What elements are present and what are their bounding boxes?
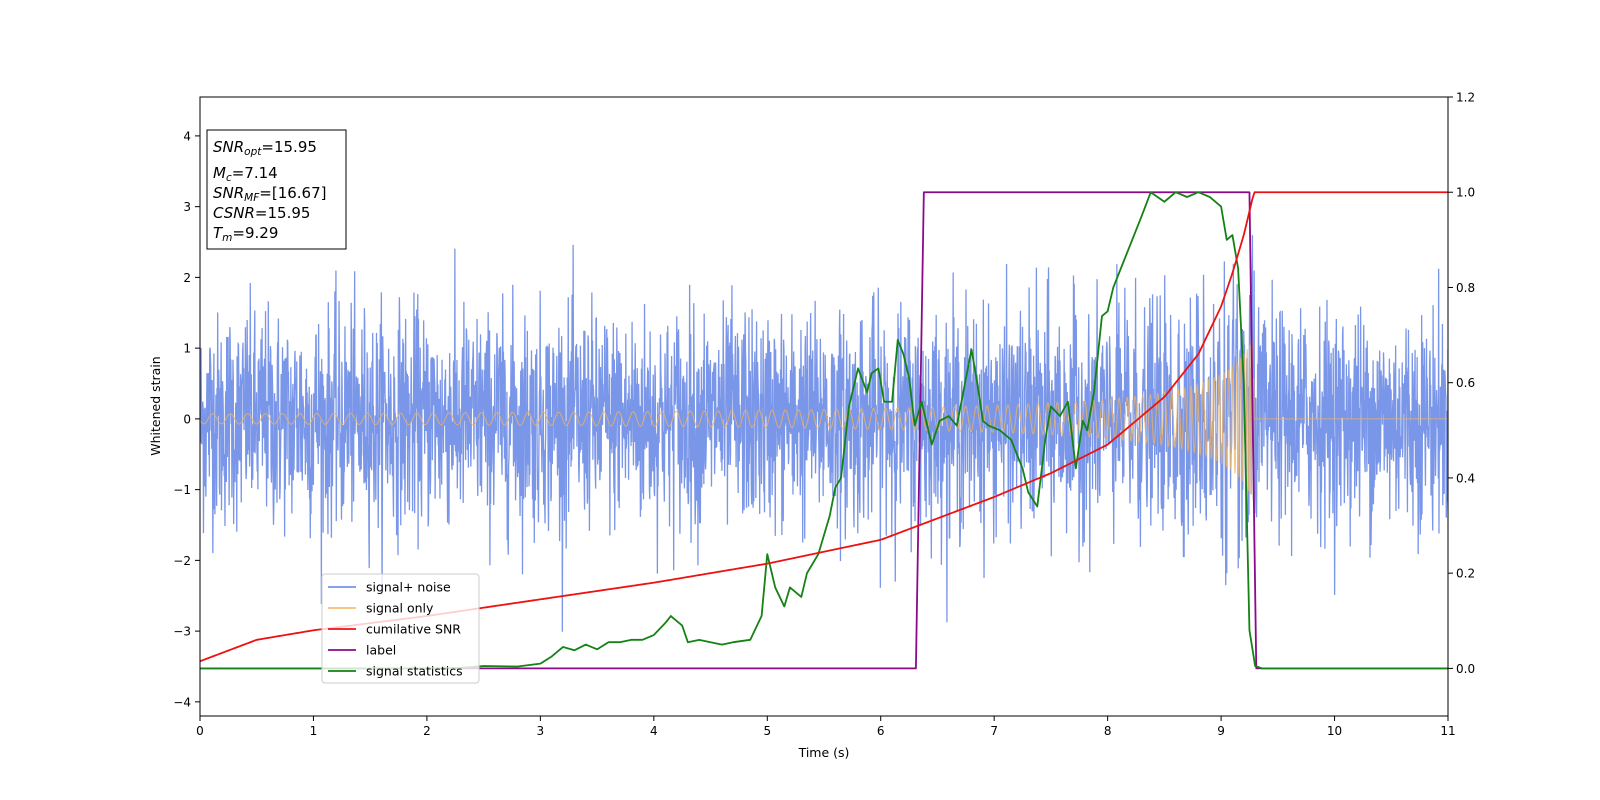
y-axis-right: 0.0 0.2 0.4 0.6 0.8 1.0 1.2 <box>1448 91 1475 676</box>
x-tick-label: 1 <box>310 724 318 738</box>
info-line: CSNR=15.95 <box>213 204 310 222</box>
y-tick-label: 0 <box>183 412 191 426</box>
legend-item-signal-noise: signal+ noise <box>328 580 451 595</box>
legend-label: signal statistics <box>366 664 463 679</box>
x-tick-label: 4 <box>650 724 658 738</box>
x-tick-label: 3 <box>537 724 545 738</box>
info-line: Tm=9.29 <box>213 224 278 244</box>
y-axis-left: −4 −3 −2 −1 0 1 2 3 4 <box>173 129 200 709</box>
x-axis: 0 1 2 3 4 5 6 7 8 9 10 11 <box>196 716 1456 738</box>
y2-tick-label: 0.8 <box>1456 281 1475 295</box>
x-tick-label: 9 <box>1217 724 1225 738</box>
legend-frame <box>321 573 480 684</box>
y2-tick-label: 0.4 <box>1456 471 1475 485</box>
info-line: SNRopt=15.95 <box>213 138 317 158</box>
legend-label: signal only <box>366 601 434 616</box>
legend-item-signal-statistics: signal statistics <box>328 664 463 679</box>
y2-tick-label: 0.2 <box>1456 567 1475 581</box>
legend-item-label: label <box>328 643 396 658</box>
series-signal-noise-line <box>200 235 1448 632</box>
legend-label: label <box>366 643 396 658</box>
y-tick-label: −1 <box>173 483 191 497</box>
y2-tick-label: 1.2 <box>1456 91 1475 105</box>
x-tick-label: 6 <box>877 724 885 738</box>
x-tick-label: 0 <box>196 724 204 738</box>
y-axis-label: Whitened strain <box>148 356 163 455</box>
y2-tick-label: 0.6 <box>1456 376 1475 390</box>
x-tick-label: 8 <box>1104 724 1112 738</box>
x-tick-label: 10 <box>1327 724 1342 738</box>
legend-label: cumilative SNR <box>366 622 461 637</box>
legend-label: signal+ noise <box>366 580 451 595</box>
series-signal-only-line <box>200 340 1448 501</box>
series-signal-statistics-line <box>200 191 1448 670</box>
info-line: Mc=7.14 <box>213 164 278 184</box>
y-tick-label: 4 <box>183 129 191 143</box>
y-tick-label: −4 <box>173 695 191 709</box>
y-tick-label: −3 <box>173 625 191 639</box>
info-box: SNRopt=15.95 Mc=7.14SNRMF=[16.67]CSNR=15.… <box>206 129 347 250</box>
x-axis-label: Time (s) <box>798 745 850 760</box>
legend: signal+ noise signal only cumilative SNR la… <box>321 573 480 684</box>
info-line: SNRMF=[16.67] <box>213 184 327 204</box>
y-tick-label: 1 <box>183 342 191 356</box>
x-tick-label: 2 <box>423 724 431 738</box>
x-tick-label: 11 <box>1440 724 1455 738</box>
plot-frame <box>199 96 1449 717</box>
x-tick-label: 5 <box>763 724 771 738</box>
y2-tick-label: 1.0 <box>1456 186 1475 200</box>
y2-tick-label: 0.0 <box>1456 662 1475 676</box>
y-tick-label: −2 <box>173 554 191 568</box>
x-tick-label: 7 <box>990 724 998 738</box>
y-tick-label: 2 <box>183 271 191 285</box>
legend-item-signal-only: signal only <box>328 601 434 616</box>
legend-item-cumulative-snr: cumilative SNR <box>328 622 461 637</box>
info-box-frame <box>206 129 347 250</box>
y-tick-label: 3 <box>183 200 191 214</box>
